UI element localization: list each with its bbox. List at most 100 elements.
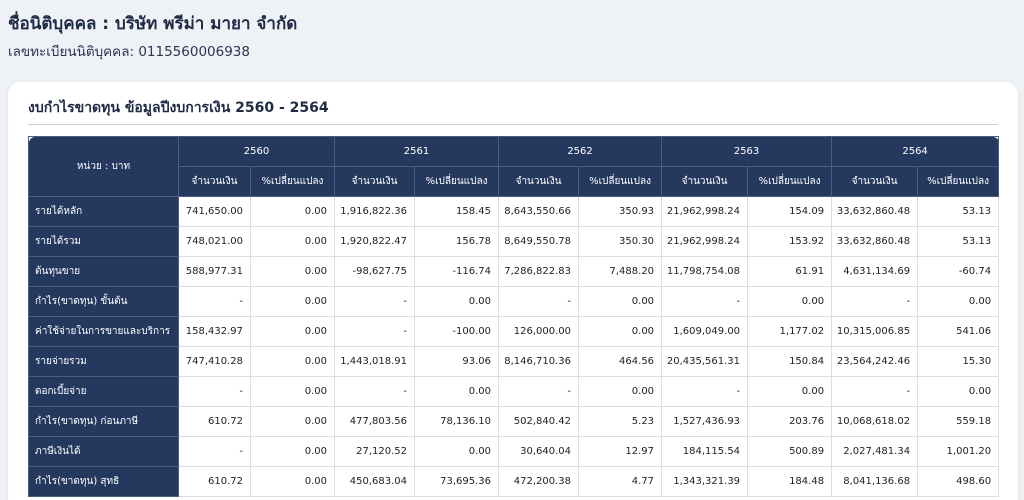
amount-cell: - [831, 376, 919, 407]
change-header: %เปลี่ยนแปลง [249, 166, 336, 197]
amount-cell: 2,027,481.34 [831, 436, 919, 467]
change-cell: 12.97 [578, 436, 663, 467]
amount-cell: 1,609,049.00 [661, 316, 749, 347]
change-cell: 53.13 [917, 226, 1000, 257]
change-cell: 0.00 [249, 286, 336, 317]
amount-cell: 1,443,018.91 [334, 346, 416, 377]
change-cell: -116.74 [414, 256, 500, 287]
income-statement-card: งบกำไรขาดทุน ข้อมูลปีงบการเงิน 2560 - 25… [8, 82, 1018, 500]
change-cell: 0.00 [249, 436, 336, 467]
amount-cell: - [498, 286, 580, 317]
amount-cell: 1,920,822.47 [334, 226, 416, 257]
change-cell: 153.92 [747, 226, 833, 257]
change-header: %เปลี่ยนแปลง [917, 166, 1000, 197]
change-cell: 0.00 [578, 286, 663, 317]
amount-cell: - [831, 286, 919, 317]
company-name: ชื่อนิติบุคคล : บริษัท พรีม่า มายา จำกัด [8, 14, 298, 34]
change-cell: 1,177.02 [747, 316, 833, 347]
amount-cell: - [498, 376, 580, 407]
table-row: รายจ่ายรวม 747,410.28 0.00 1,443,018.91 93.0… [28, 346, 1000, 377]
amount-cell: 27,120.52 [334, 436, 416, 467]
change-cell: 4.77 [578, 466, 663, 497]
row-label: กำไร(ขาดทุน) สุทธิ [28, 466, 179, 497]
card-title: งบกำไรขาดทุน ข้อมูลปีงบการเงิน 2560 - 25… [28, 100, 329, 116]
change-cell: 0.00 [249, 346, 336, 377]
change-cell: 0.00 [747, 376, 833, 407]
table-row: ภาษีเงินได้ -0.00 27,120.52 0.00 30,640.04 12… [28, 436, 1000, 467]
change-cell: 150.84 [747, 346, 833, 377]
amount-cell: - [661, 286, 749, 317]
change-cell: 203.76 [747, 406, 833, 437]
row-label: ดอกเบี้ยจ่าย [28, 376, 179, 407]
amount-cell: 748,021.00 [178, 226, 251, 257]
change-cell: 0.00 [249, 376, 336, 407]
amount-cell: 502,840.42 [498, 406, 580, 437]
amount-cell: 741,650.00 [178, 196, 251, 227]
amount-cell: 126,000.00 [498, 316, 580, 347]
year-header-2564: 2564 [831, 136, 1000, 167]
change-cell: 158.45 [414, 196, 500, 227]
change-cell: 350.30 [578, 226, 663, 257]
change-cell: 0.00 [249, 256, 336, 287]
change-cell: 500.89 [747, 436, 833, 467]
amount-cell: 158,432.97 [178, 316, 251, 347]
amount-cell: 33,632,860.48 [831, 226, 919, 257]
amount-cell: - [178, 286, 251, 317]
amount-cell: 472,200.38 [498, 466, 580, 497]
row-label: กำไร(ขาดทุน) ก่อนภาษี [28, 406, 179, 437]
amount-cell: 477,803.56 [334, 406, 416, 437]
year-header-2560: 2560 [177, 136, 336, 167]
amount-cell: 10,315,006.85 [831, 316, 919, 347]
amount-cell: 21,962,998.24 [661, 226, 749, 257]
table-row: ต้นทุนขาย 588,977.31 0.00 -98,627.75 -116.74… [28, 256, 1000, 287]
row-label: ต้นทุนขาย [28, 256, 179, 287]
change-cell: 61.91 [747, 256, 833, 287]
change-cell: -100.00 [414, 316, 500, 347]
year-header-row: หน่วย : บาท 2560 2561 2562 2563 2564 [28, 136, 1000, 197]
row-label: รายได้หลัก [28, 196, 179, 227]
year-header-2563: 2563 [661, 136, 833, 167]
change-cell: 0.00 [917, 286, 1000, 317]
amount-header: จำนวนเงิน [334, 166, 416, 197]
year-header-2562: 2562 [498, 136, 663, 167]
change-cell: 0.00 [578, 376, 663, 407]
table-row: ดอกเบี้ยจ่าย -0.00-0.00-0.00-0.00-0.00 [28, 376, 1000, 407]
card-divider [28, 124, 998, 125]
table-row: รายได้รวม 748,021.00 0.00 1,920,822.47 156.7… [28, 226, 1000, 257]
change-cell: 464.56 [578, 346, 663, 377]
amount-cell: 23,564,242.46 [831, 346, 919, 377]
amount-cell: - [334, 286, 416, 317]
change-cell: 93.06 [414, 346, 500, 377]
amount-cell: 30,640.04 [498, 436, 580, 467]
row-label: กำไร(ขาดทุน) ขั้นต้น [28, 286, 179, 317]
amount-cell: 184,115.54 [661, 436, 749, 467]
row-label: รายได้รวม [28, 226, 179, 257]
amount-cell: - [178, 376, 251, 407]
amount-header: จำนวนเงิน [498, 166, 580, 197]
change-cell: 184.48 [747, 466, 833, 497]
amount-cell: 1,527,436.93 [661, 406, 749, 437]
table-row: กำไร(ขาดทุน) ก่อนภาษี 610.72 0.00 477,803.5… [28, 406, 1000, 437]
change-cell: 154.09 [747, 196, 833, 227]
amount-cell: 8,649,550.78 [498, 226, 580, 257]
change-cell: 0.00 [249, 226, 336, 257]
change-cell: 73,695.36 [414, 466, 500, 497]
amount-cell: -98,627.75 [334, 256, 416, 287]
amount-cell: 8,643,550.66 [498, 196, 580, 227]
change-cell: 0.00 [747, 286, 833, 317]
amount-cell: 33,632,860.48 [831, 196, 919, 227]
row-label: ภาษีเงินได้ [28, 436, 179, 467]
amount-cell: 21,962,998.24 [661, 196, 749, 227]
change-cell: 15.30 [917, 346, 1000, 377]
amount-cell: 8,146,710.36 [498, 346, 580, 377]
amount-cell: 1,343,321.39 [661, 466, 749, 497]
change-cell: 78,136.10 [414, 406, 500, 437]
change-cell: -60.74 [917, 256, 1000, 287]
change-cell: 0.00 [249, 196, 336, 227]
table-row: กำไร(ขาดทุน) ขั้นต้น -0.00-0.00-0.00-0.00… [28, 286, 1000, 317]
change-cell: 53.13 [917, 196, 1000, 227]
change-cell: 0.00 [414, 286, 500, 317]
change-cell: 498.60 [917, 466, 1000, 497]
change-cell: 0.00 [917, 376, 1000, 407]
row-label: ค่าใช้จ่ายในการขายและบริการ [28, 316, 179, 347]
